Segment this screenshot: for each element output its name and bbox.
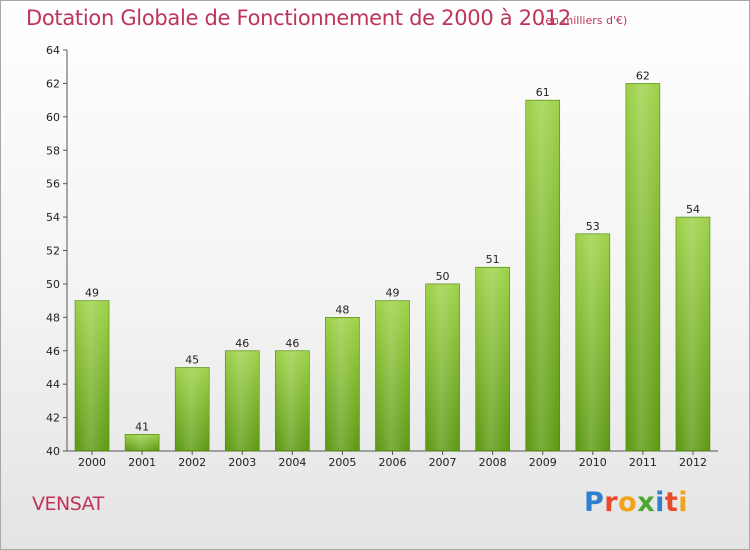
data-label: 62 [636,69,650,82]
y-tick-label: 48 [46,311,60,324]
chart-title: Dotation Globale de Fonctionnement de 20… [26,6,571,30]
logo-letter: x [637,487,656,518]
bar-highlight [577,234,608,450]
data-label: 53 [586,220,600,233]
data-label: 48 [335,303,349,316]
x-tick-label: 2011 [629,456,657,469]
data-label: 50 [436,270,450,283]
data-label: 54 [686,203,700,216]
x-tick-label: 2006 [379,456,407,469]
data-label: 61 [536,86,550,99]
y-tick-label: 44 [46,378,60,391]
logo-letter: i [655,487,665,518]
bar-highlight [677,218,708,450]
chart-subtitle: (en milliers d'€) [541,14,628,27]
y-tick-label: 46 [46,345,60,358]
y-tick-label: 56 [46,178,60,191]
bar-highlight [177,368,208,450]
x-tick-label: 2002 [178,456,206,469]
x-tick-label: 2001 [128,456,156,469]
y-tick-label: 58 [46,144,60,157]
x-tick-label: 2009 [529,456,557,469]
x-tick-label: 2007 [429,456,457,469]
data-label: 41 [135,420,149,433]
y-tick-label: 50 [46,278,60,291]
y-tick-label: 42 [46,412,60,425]
x-tick-label: 2012 [679,456,707,469]
bar-highlight [127,435,158,450]
logo-letter: t [664,487,679,518]
logo-letter: P [584,487,605,518]
y-tick-label: 64 [46,44,60,57]
data-label: 46 [235,337,249,350]
y-tick-label: 54 [46,211,60,224]
logo-letter: o [618,487,638,518]
y-tick-label: 62 [46,77,60,90]
proxiti-logo: Proxiti [584,487,688,518]
y-tick-label: 52 [46,245,60,258]
bars [74,83,711,452]
logo-letter: r [604,487,619,518]
x-tick-label: 2000 [78,456,106,469]
bar-highlight [377,301,408,450]
data-label: 49 [386,287,400,300]
logo-letter: i [678,487,689,518]
data-label: 46 [285,337,299,350]
bar-highlight [327,318,358,450]
x-tick-label: 2005 [328,456,356,469]
y-tick-label: 60 [46,111,60,124]
data-label: 51 [486,253,500,266]
bar-highlight [627,84,658,451]
bar-highlight [277,351,308,450]
bar-highlight [477,268,508,450]
data-label: 45 [185,353,199,366]
city-name: VENSAT [32,493,104,515]
x-tick-label: 2010 [579,456,607,469]
x-tick-label: 2004 [278,456,306,469]
data-label: 49 [85,287,99,300]
bar-highlight [227,351,258,450]
x-tick-label: 2003 [228,456,256,469]
data-labels: 49 41 45 46 46 48 49 50 51 61 53 62 54 [85,69,700,433]
bar-highlight [527,101,558,450]
bar-highlight [427,284,458,450]
x-tick-label: 2008 [479,456,507,469]
bar-highlight [77,301,108,450]
y-tick-label: 40 [46,445,60,458]
